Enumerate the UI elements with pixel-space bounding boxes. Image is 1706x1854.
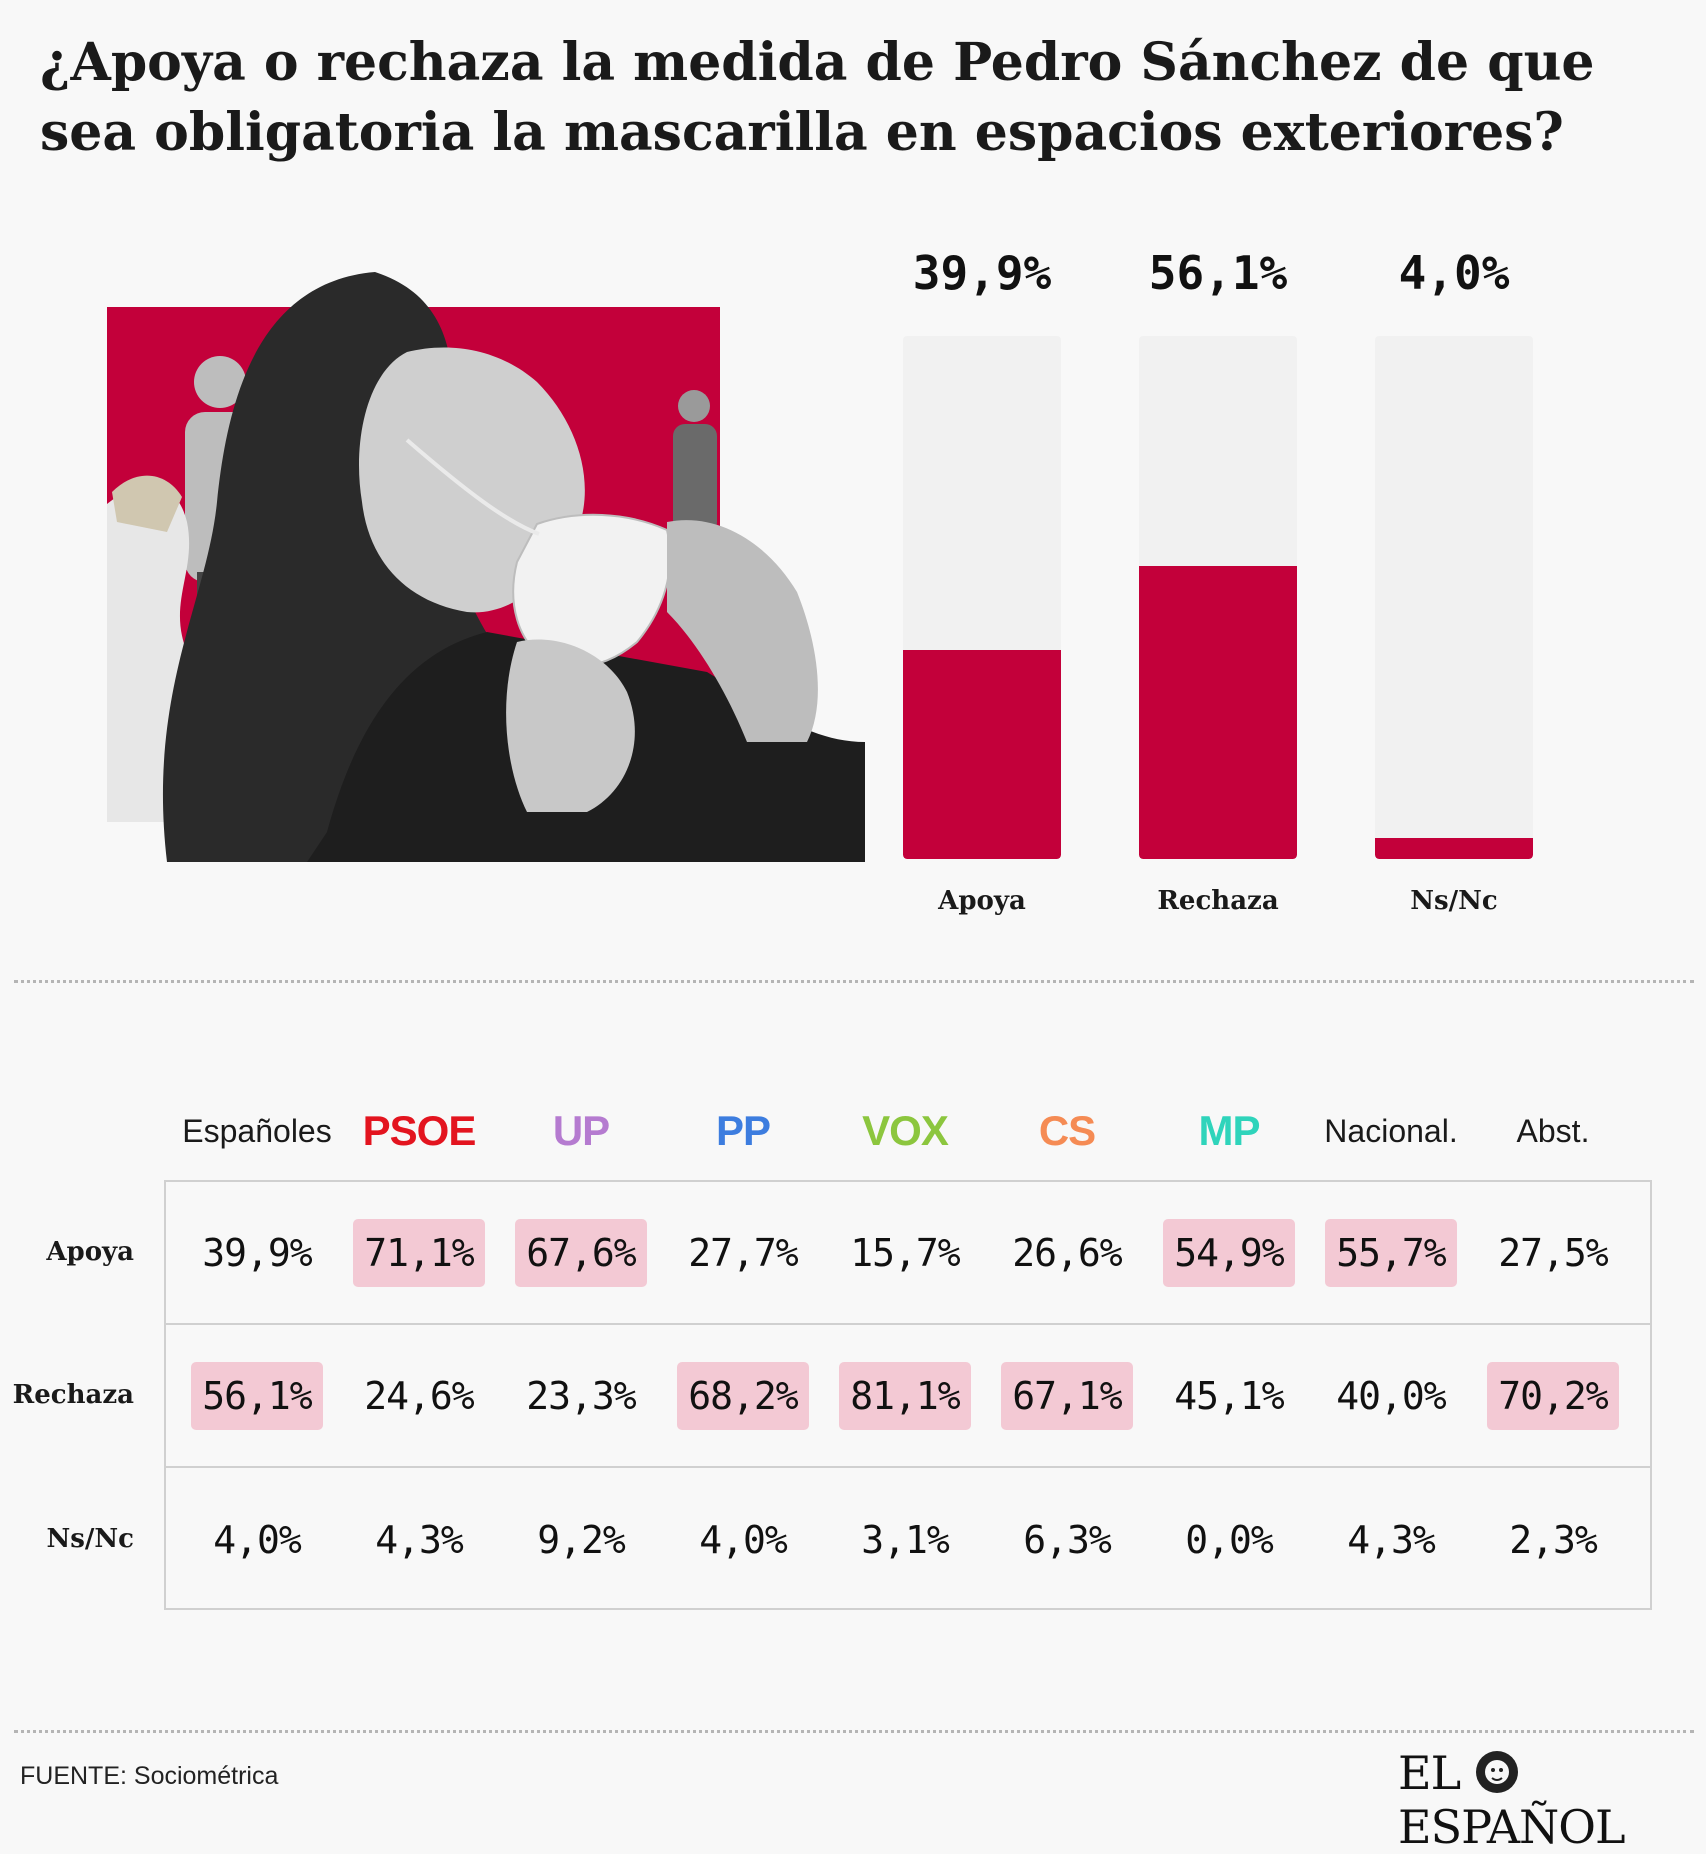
masked-woman-photo: [107, 272, 865, 862]
bar-value-label: 39,9%: [912, 246, 1052, 300]
source-note: FUENTE: Sociométrica: [20, 1762, 279, 1790]
table-cell: 15,7%: [850, 1231, 960, 1275]
table-cell: 3,1%: [861, 1518, 950, 1562]
table-cell: 67,1%: [1001, 1362, 1133, 1430]
table-row-divider: [164, 1466, 1652, 1468]
table-cell: 4,0%: [699, 1518, 788, 1562]
column-header: PP: [715, 1107, 771, 1154]
table-cell: 24,6%: [364, 1374, 474, 1418]
table-cell: 9,2%: [537, 1518, 626, 1562]
table-cell: 23,3%: [526, 1374, 636, 1418]
bar: [1375, 838, 1533, 859]
table-cell: 6,3%: [1023, 1518, 1112, 1562]
table-cell: 39,9%: [202, 1231, 312, 1275]
bar-track: [1139, 336, 1297, 859]
column-header: VOX: [862, 1107, 949, 1154]
table-cell: 54,9%: [1163, 1219, 1295, 1287]
el-espanol-logo: EL ESPAÑOL: [1398, 1746, 1688, 1854]
bar: [903, 650, 1061, 859]
table-cell: 2,3%: [1509, 1518, 1598, 1562]
table-cell: 81,1%: [839, 1362, 971, 1430]
chart-title: ¿Apoya o rechaza la medida de Pedro Sánc…: [40, 32, 1595, 163]
table-cell: 56,1%: [191, 1362, 323, 1430]
column-header: UP: [552, 1107, 610, 1154]
column-header: PSOE: [362, 1107, 477, 1154]
lion-icon: [1475, 1751, 1518, 1793]
table-cell: 4,0%: [213, 1518, 302, 1562]
footer-divider: [14, 1730, 1694, 1733]
table-cell: 4,3%: [1347, 1518, 1436, 1562]
column-header: Abst.: [1516, 1113, 1590, 1149]
bar: [1139, 565, 1297, 859]
bar-value-label: 4,0%: [1398, 246, 1510, 300]
table-cell: 45,1%: [1174, 1374, 1284, 1418]
table-cell: 0,0%: [1185, 1518, 1274, 1562]
bar-category-label: Apoya: [938, 886, 1026, 916]
row-label: Ns/Nc: [46, 1524, 135, 1554]
logo-text-left: EL: [1398, 1746, 1461, 1800]
bar-track: [1375, 336, 1533, 859]
dotted-divider: [14, 980, 1694, 983]
bar-category-label: Ns/Nc: [1410, 886, 1498, 916]
table-row-divider: [164, 1323, 1652, 1325]
row-label: Apoya: [46, 1237, 134, 1267]
bar-track: [903, 336, 1061, 859]
table-cell: 70,2%: [1487, 1362, 1619, 1430]
logo-text-right: ESPAÑOL: [1398, 1800, 1626, 1854]
column-header: MP: [1198, 1107, 1261, 1154]
table-cell: 67,6%: [515, 1219, 647, 1287]
bar-value-label: 56,1%: [1148, 246, 1288, 300]
table-cell: 40,0%: [1336, 1374, 1446, 1418]
table-cell: 71,1%: [353, 1219, 485, 1287]
column-header: Nacional.: [1324, 1113, 1458, 1149]
table-cell: 68,2%: [677, 1362, 809, 1430]
table-cell: 4,3%: [375, 1518, 464, 1562]
table-cell: 27,7%: [688, 1231, 798, 1275]
table-cell: 26,6%: [1012, 1231, 1122, 1275]
bar-category-label: Rechaza: [1157, 886, 1279, 916]
row-label: Rechaza: [12, 1380, 134, 1410]
table-cell: 27,5%: [1498, 1231, 1608, 1275]
table-cell: 55,7%: [1325, 1219, 1457, 1287]
column-header: CS: [1038, 1107, 1096, 1154]
column-header: Españoles: [182, 1113, 332, 1149]
